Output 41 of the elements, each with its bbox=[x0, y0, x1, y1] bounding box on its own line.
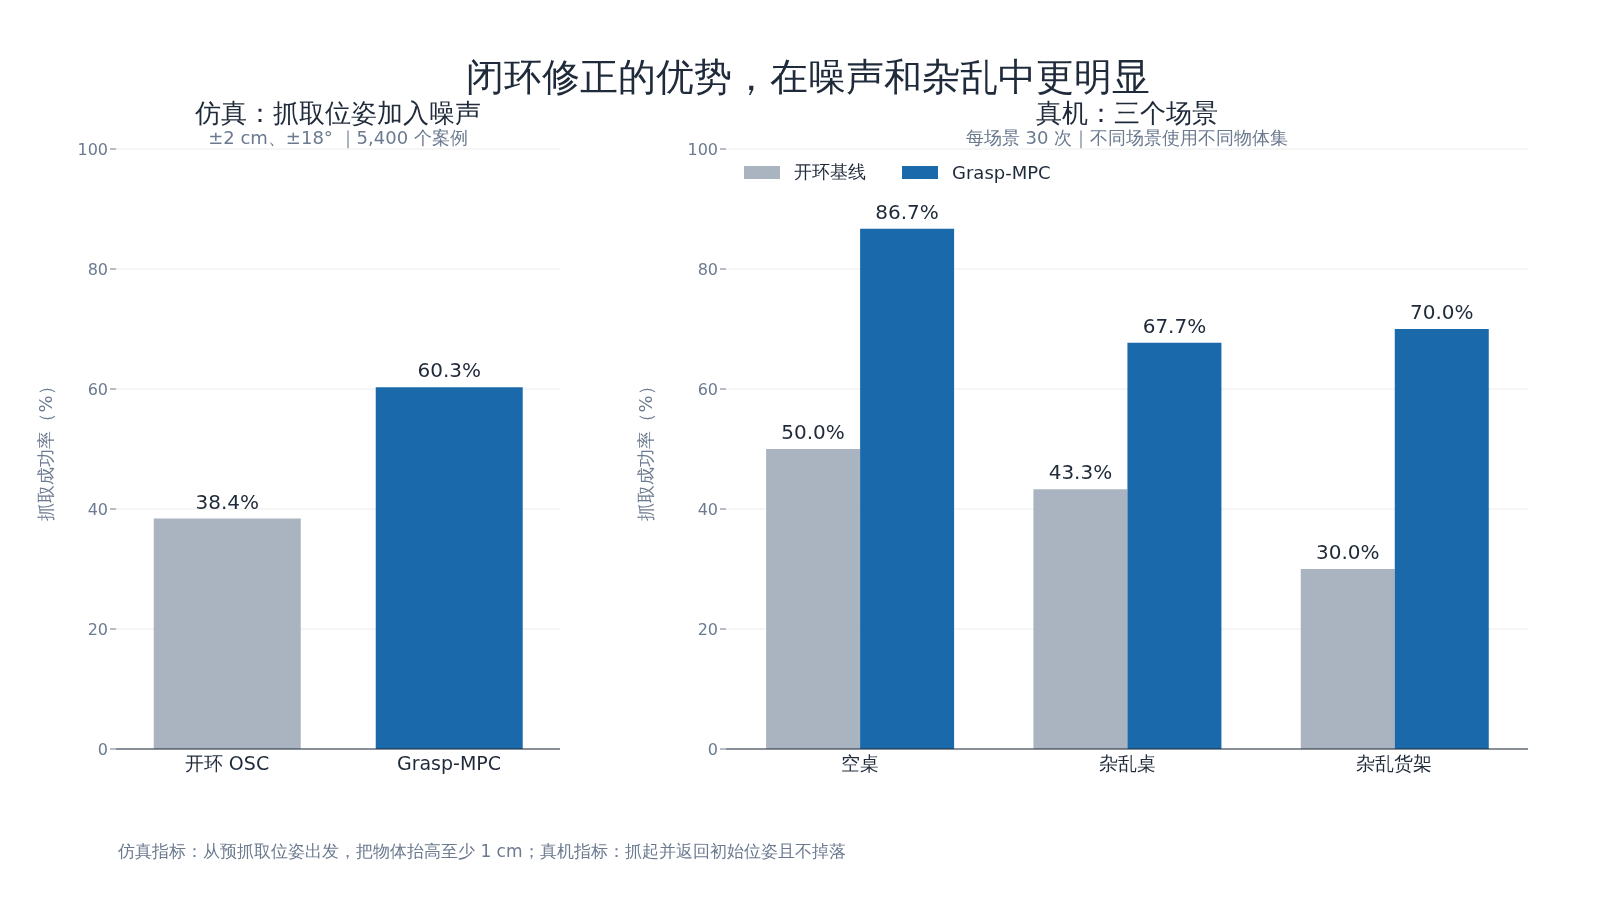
chart-subtitle: 每场景 30 次｜不同场景使用不同物体集 bbox=[964, 126, 1290, 150]
text: 闭环修正的优势，在噪声和杂乱中更明显 bbox=[465, 54, 1151, 100]
bar bbox=[1033, 489, 1128, 749]
y-tick-label: 80 bbox=[697, 259, 718, 279]
y-tick-label: 100 bbox=[687, 139, 718, 159]
y-tick-label: 20 bbox=[87, 619, 108, 639]
chart-title: 仿真：抓取位姿加入噪声 bbox=[194, 97, 482, 128]
x-tick-label: 空桌 bbox=[840, 752, 879, 775]
y-tick-label: 60 bbox=[87, 379, 108, 399]
bar bbox=[1300, 569, 1395, 749]
y-tick-label: 0 bbox=[97, 739, 108, 759]
chart-subtitle: ±2 cm、±18° ｜5,400 个案例 bbox=[207, 127, 469, 150]
legend-label: Grasp-MPC bbox=[952, 161, 1051, 183]
data-label: 43.3% bbox=[1048, 460, 1113, 485]
y-tick-label: 40 bbox=[87, 499, 108, 519]
x-tick-label: 杂乱货架 bbox=[1356, 752, 1433, 775]
data-label: 70.0% bbox=[1409, 300, 1474, 324]
text: 仿真指标：从预抓取位姿出发，把物体抬高至少 1 cm；真机指标：抓起并返回初始位姿且不掉落 bbox=[118, 840, 846, 863]
y-tick-label: 60 bbox=[697, 379, 718, 399]
y-axis-title: 抓取成功率（%） bbox=[635, 377, 657, 521]
x-tick-label: Grasp-MPC bbox=[396, 752, 502, 775]
y-tick-label: 100 bbox=[77, 139, 108, 159]
data-label: 86.7% bbox=[875, 199, 939, 224]
data-label: 30.0% bbox=[1315, 540, 1380, 564]
bar bbox=[766, 449, 861, 749]
bar bbox=[860, 228, 955, 749]
data-label: 50.0% bbox=[781, 420, 845, 444]
y-tick-label: 0 bbox=[707, 739, 718, 759]
data-label: 38.4% bbox=[195, 489, 260, 514]
data-label: 67.7% bbox=[1142, 313, 1207, 338]
y-axis-title: 抓取成功率（%） bbox=[35, 377, 57, 521]
bar bbox=[1394, 329, 1489, 749]
legend-label: 开环基线 bbox=[794, 160, 866, 184]
data-label: 60.3% bbox=[417, 358, 482, 383]
y-tick-label: 80 bbox=[87, 259, 108, 279]
y-tick-label: 20 bbox=[697, 619, 718, 639]
y-tick-label: 40 bbox=[697, 499, 718, 519]
bar bbox=[1127, 342, 1222, 749]
chart-title: 真机：三个场景 bbox=[1035, 97, 1219, 129]
x-tick-label: 杂乱桌 bbox=[1098, 752, 1156, 775]
x-tick-label: 开环 OSC bbox=[184, 752, 270, 775]
